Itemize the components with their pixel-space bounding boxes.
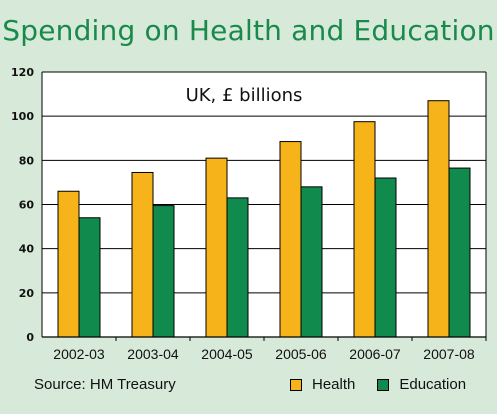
- axes: 0 20 40 60 80 100 120 2002-03 2003-04 2004-05 2005…: [11, 66, 487, 362]
- bar-education-2007-08: [448, 167, 471, 338]
- y-tick-label: 100: [11, 110, 34, 123]
- y-tick-label: 0: [26, 331, 34, 344]
- x-tick-label: 2004-05: [201, 346, 253, 362]
- legend-swatch-health: [290, 378, 302, 391]
- source-note: Source: HM Treasury: [34, 376, 176, 393]
- legend-swatch-education: [377, 378, 390, 391]
- y-tick-label: 20: [19, 287, 35, 300]
- legend: Health Education: [290, 376, 466, 393]
- y-tick-label: 120: [11, 66, 34, 79]
- grid-lines: [42, 71, 486, 338]
- legend-item-education: Education: [377, 376, 466, 393]
- bars: [57, 100, 471, 338]
- bar-health-2002-03: [57, 190, 80, 338]
- bar-education-2006-07: [374, 177, 397, 338]
- y-tick-label: 40: [19, 243, 35, 256]
- bar-education-2004-05: [226, 197, 249, 338]
- y-tick-label: 80: [19, 154, 35, 167]
- bar-health-2005-06: [279, 141, 302, 338]
- bar-health-2007-08: [427, 100, 450, 338]
- bar-health-2003-04: [131, 171, 154, 338]
- chart-title: Spending on Health and Education: [2, 14, 495, 47]
- bar-education-2005-06: [300, 186, 323, 338]
- bar-health-2006-07: [353, 121, 376, 338]
- legend-label-health: Health: [312, 376, 356, 393]
- legend-label-education: Education: [399, 376, 467, 393]
- x-tick-label: 2003-04: [127, 346, 179, 362]
- bar-education-2003-04: [152, 205, 175, 338]
- x-tick-label: 2002-03: [53, 346, 105, 362]
- x-tick-label: 2005-06: [275, 346, 327, 362]
- x-tick-label: 2007-08: [423, 346, 475, 362]
- y-tick-label: 60: [19, 199, 35, 212]
- x-tick-label: 2006-07: [349, 346, 401, 362]
- chart-subtitle: UK, £ billions: [186, 85, 303, 106]
- bar-education-2002-03: [78, 217, 101, 338]
- legend-item-health: Health: [290, 376, 355, 393]
- bar-health-2004-05: [205, 157, 228, 338]
